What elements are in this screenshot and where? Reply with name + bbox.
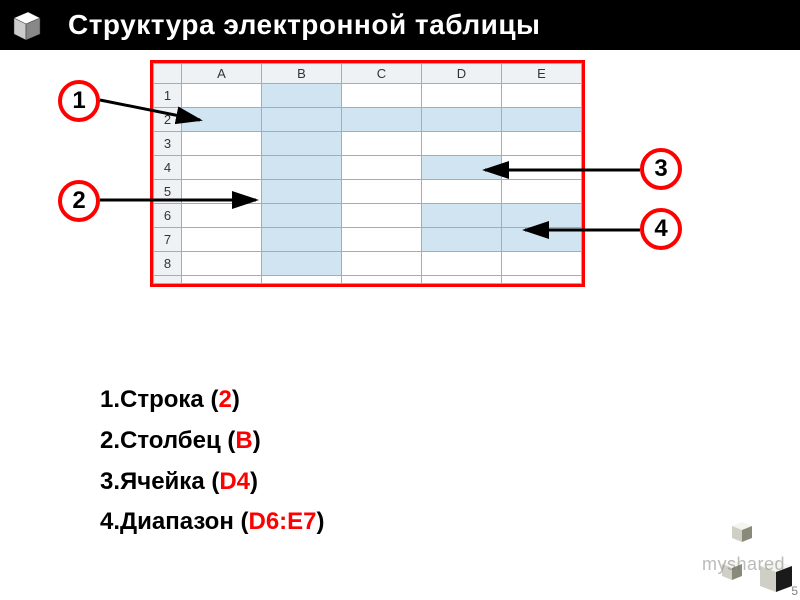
legend-item-2: 2.Столбец (B) bbox=[100, 421, 325, 462]
cell bbox=[182, 156, 262, 180]
legend-item-3: 3.Ячейка (D4) bbox=[100, 462, 325, 503]
cell bbox=[182, 252, 262, 276]
cell bbox=[502, 108, 582, 132]
cell bbox=[422, 180, 502, 204]
cell bbox=[182, 108, 262, 132]
column-header: A bbox=[182, 64, 262, 84]
watermark-text: myshared bbox=[702, 554, 785, 575]
column-header: B bbox=[262, 64, 342, 84]
callout-2-text: 2 bbox=[72, 187, 85, 215]
spreadsheet-grid: ABCDE 12345678 bbox=[150, 60, 585, 287]
cell bbox=[502, 156, 582, 180]
cell bbox=[342, 108, 422, 132]
cell bbox=[262, 252, 342, 276]
slide-number: 5 bbox=[791, 584, 798, 598]
cell bbox=[502, 84, 582, 108]
cell bbox=[262, 84, 342, 108]
cell bbox=[182, 180, 262, 204]
cell bbox=[262, 204, 342, 228]
slide-header: Структура электронной таблицы bbox=[0, 0, 800, 50]
legend-item-1: 1.Строка (2) bbox=[100, 380, 325, 421]
cell bbox=[422, 204, 502, 228]
cell bbox=[342, 84, 422, 108]
row-header: 4 bbox=[154, 156, 182, 180]
row-header: 8 bbox=[154, 252, 182, 276]
callout-3-text: 3 bbox=[654, 155, 667, 183]
cell bbox=[422, 108, 502, 132]
cell bbox=[262, 156, 342, 180]
cell bbox=[342, 252, 422, 276]
cell bbox=[502, 252, 582, 276]
cell bbox=[502, 204, 582, 228]
cell bbox=[422, 156, 502, 180]
column-header: D bbox=[422, 64, 502, 84]
cell bbox=[262, 228, 342, 252]
column-header: C bbox=[342, 64, 422, 84]
cell bbox=[342, 132, 422, 156]
row-header: 2 bbox=[154, 108, 182, 132]
cell bbox=[342, 180, 422, 204]
cell bbox=[182, 204, 262, 228]
callout-1-text: 1 bbox=[72, 87, 85, 115]
cell bbox=[342, 204, 422, 228]
row-header: 5 bbox=[154, 180, 182, 204]
cell bbox=[182, 132, 262, 156]
cell bbox=[262, 180, 342, 204]
callout-2: 2 bbox=[58, 180, 100, 222]
cell bbox=[342, 156, 422, 180]
callout-4-text: 4 bbox=[654, 215, 667, 243]
cell bbox=[502, 180, 582, 204]
legend-item-4: 4.Диапазон (D6:E7) bbox=[100, 502, 325, 543]
column-header: E bbox=[502, 64, 582, 84]
row-header: 3 bbox=[154, 132, 182, 156]
row-header: 6 bbox=[154, 204, 182, 228]
cell bbox=[422, 132, 502, 156]
diagram-area: ABCDE12345678 1 2 3 4 bbox=[0, 50, 800, 350]
row-header: 7 bbox=[154, 228, 182, 252]
cell bbox=[262, 108, 342, 132]
cell bbox=[502, 132, 582, 156]
cell bbox=[502, 228, 582, 252]
cell bbox=[262, 132, 342, 156]
callout-3: 3 bbox=[640, 148, 682, 190]
cell bbox=[422, 84, 502, 108]
callout-4: 4 bbox=[640, 208, 682, 250]
cell bbox=[182, 84, 262, 108]
cell bbox=[342, 228, 422, 252]
callout-1: 1 bbox=[58, 80, 100, 122]
row-header: 1 bbox=[154, 84, 182, 108]
legend: 1.Строка (2) 2.Столбец (B) 3.Ячейка (D4)… bbox=[100, 380, 325, 543]
header-cube-icon bbox=[6, 4, 48, 46]
cell bbox=[182, 228, 262, 252]
cell bbox=[422, 228, 502, 252]
slide-title: Структура электронной таблицы bbox=[68, 9, 540, 41]
cell bbox=[422, 252, 502, 276]
